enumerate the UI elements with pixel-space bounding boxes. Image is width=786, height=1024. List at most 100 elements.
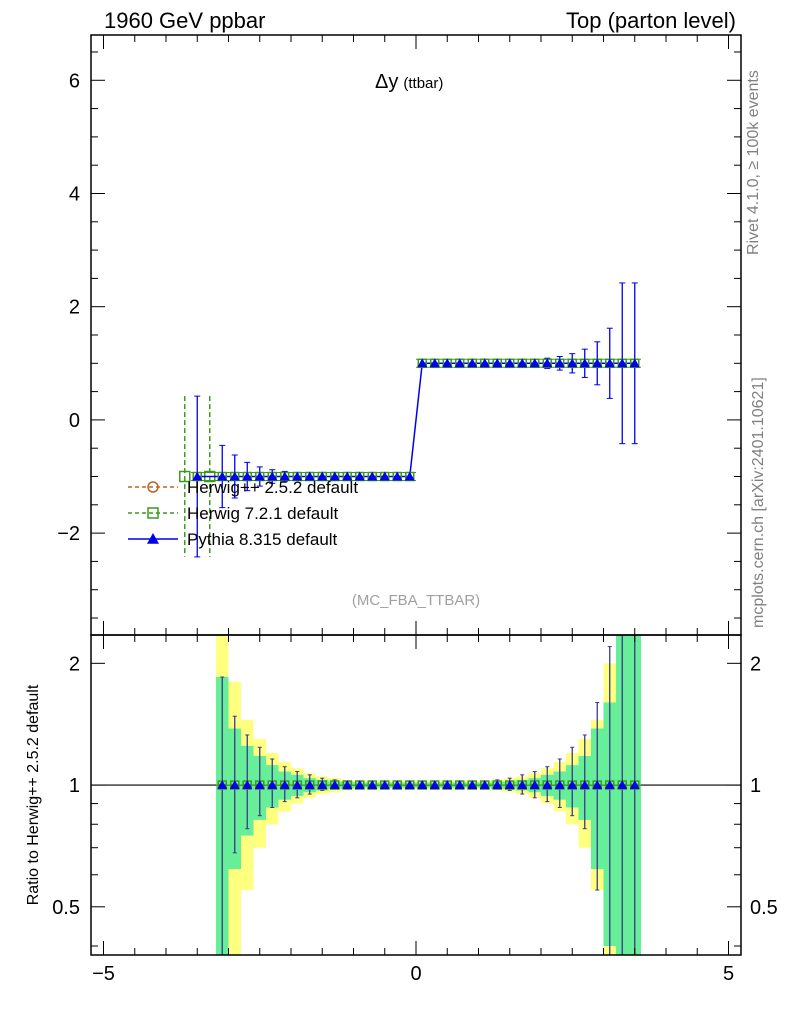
pythia-point xyxy=(367,471,378,481)
pythia-point xyxy=(379,471,390,481)
analysis-label: (MC_FBA_TTBAR) xyxy=(352,592,480,609)
ratio-pythia-point xyxy=(417,780,428,790)
pythia-point xyxy=(342,471,353,481)
ratio-y-label: Ratio to Herwig++ 2.5.2 default xyxy=(25,684,42,905)
pythia-point xyxy=(404,471,415,481)
legend: Herwig++ 2.5.2 default Herwig 7.2.1 defau… xyxy=(128,478,358,549)
ratio-pythia-point xyxy=(629,780,640,790)
pythia-point xyxy=(267,471,278,481)
ratio-pythia-point xyxy=(479,780,490,790)
pythia-point xyxy=(242,471,253,481)
ratio-pythia-point xyxy=(317,780,328,790)
ratio-pythia-point xyxy=(229,780,240,790)
ratio-pythia-point xyxy=(517,780,528,790)
ratio-uncertainty-bands xyxy=(216,635,641,955)
ratio-pythia-point xyxy=(354,780,365,790)
ratio-y-tick-label: 1 xyxy=(69,775,80,797)
pythia-point xyxy=(454,358,465,368)
y-tick-label: 6 xyxy=(69,70,80,92)
pythia-point xyxy=(217,471,228,481)
ratio-pythia-point xyxy=(467,780,478,790)
ratio-pythia-point xyxy=(604,780,615,790)
ratio-y-tick-label-right: 1 xyxy=(750,775,761,797)
ratio-pythia-point xyxy=(367,780,378,790)
y-tick-label: 4 xyxy=(69,183,80,205)
ratio-pythia-point xyxy=(279,780,290,790)
legend-circle-marker xyxy=(147,481,159,493)
pythia-point xyxy=(554,358,565,368)
y-tick-label: −2 xyxy=(57,523,80,545)
pythia-point xyxy=(429,358,440,368)
pythia-point xyxy=(592,358,603,368)
pythia-point xyxy=(529,358,540,368)
ratio-pythia-point xyxy=(592,780,603,790)
ratio-pythia-point xyxy=(304,780,315,790)
pythia-point xyxy=(417,358,428,368)
ratio-pythia-point xyxy=(429,780,440,790)
ratio-pythia-point xyxy=(379,780,390,790)
ratio-pythia-point xyxy=(442,780,453,790)
ratio-pythia-point xyxy=(529,780,540,790)
pythia-point xyxy=(542,358,553,368)
pythia-point xyxy=(579,358,590,368)
ratio-pythia-point xyxy=(329,780,340,790)
header-left: 1960 GeV ppbar xyxy=(104,8,266,33)
header-right: Top (parton level) xyxy=(566,8,736,33)
pythia-point xyxy=(479,358,490,368)
pythia-point xyxy=(304,471,315,481)
legend-label: Pythia 8.315 default xyxy=(187,530,338,549)
pythia-point xyxy=(317,471,328,481)
ratio-pythia-point xyxy=(392,780,403,790)
pythia-point xyxy=(292,471,303,481)
pythia-point xyxy=(517,358,528,368)
y-tick-label: 0 xyxy=(69,410,80,432)
y-tick-label: 2 xyxy=(69,297,80,319)
ratio-pythia-point xyxy=(454,780,465,790)
ratio-pythia-point xyxy=(342,780,353,790)
pythia-point xyxy=(254,471,265,481)
plot-title-suffix: (ttbar) xyxy=(403,75,443,92)
axis-ticks xyxy=(91,35,741,955)
ratio-pythia-point xyxy=(617,780,628,790)
ratio-pythia-point xyxy=(567,780,578,790)
ratio-pythia-point xyxy=(254,780,265,790)
ratio-pythia-point xyxy=(492,780,503,790)
pythia-point xyxy=(442,358,453,368)
legend-triangle-marker xyxy=(147,533,159,544)
main-series xyxy=(179,282,641,558)
ratio-y-tick-label: 2 xyxy=(69,653,80,675)
pythia-point xyxy=(192,471,203,481)
ratio-y-tick-label: 0.5 xyxy=(52,897,80,919)
ratio-series xyxy=(216,634,641,956)
pythia-point xyxy=(629,358,640,368)
pythia-point xyxy=(229,471,240,481)
x-tick-label: 0 xyxy=(410,963,421,985)
pythia-point xyxy=(354,471,365,481)
pythia-point xyxy=(467,358,478,368)
ratio-pythia-point xyxy=(554,780,565,790)
ratio-y-tick-label-right: 0.5 xyxy=(750,897,778,919)
ratio-y-tick-label-right: 2 xyxy=(750,653,761,675)
ratio-pythia-point xyxy=(292,780,303,790)
pythia-point xyxy=(567,358,578,368)
x-tick-label: 5 xyxy=(723,963,734,985)
axis-labels: −2 0 2 4 6 0.5 0.5 1 1 2 2 −5 0 5 Δy (ttbar) (MC_FBA_TTB… xyxy=(25,70,778,985)
x-tick-label: −5 xyxy=(92,963,115,985)
ratio-pythia-point xyxy=(267,780,278,790)
pythia-point xyxy=(617,358,628,368)
legend-label: Herwig 7.2.1 default xyxy=(187,504,338,523)
legend-label: Herwig++ 2.5.2 default xyxy=(187,478,358,497)
pythia-point xyxy=(329,471,340,481)
ratio-pythia-point xyxy=(542,780,553,790)
pythia-point xyxy=(504,358,515,368)
ratio-pythia-point xyxy=(504,780,515,790)
ratio-frame xyxy=(90,634,742,956)
pythia-point xyxy=(392,471,403,481)
pythia-line xyxy=(197,362,635,478)
plot-title: Δy (ttbar) xyxy=(375,71,443,93)
ratio-pythia-point xyxy=(217,780,228,790)
ratio-pythia-point xyxy=(404,780,415,790)
legend-square-marker xyxy=(147,507,159,519)
ratio-pythia-point xyxy=(579,780,590,790)
